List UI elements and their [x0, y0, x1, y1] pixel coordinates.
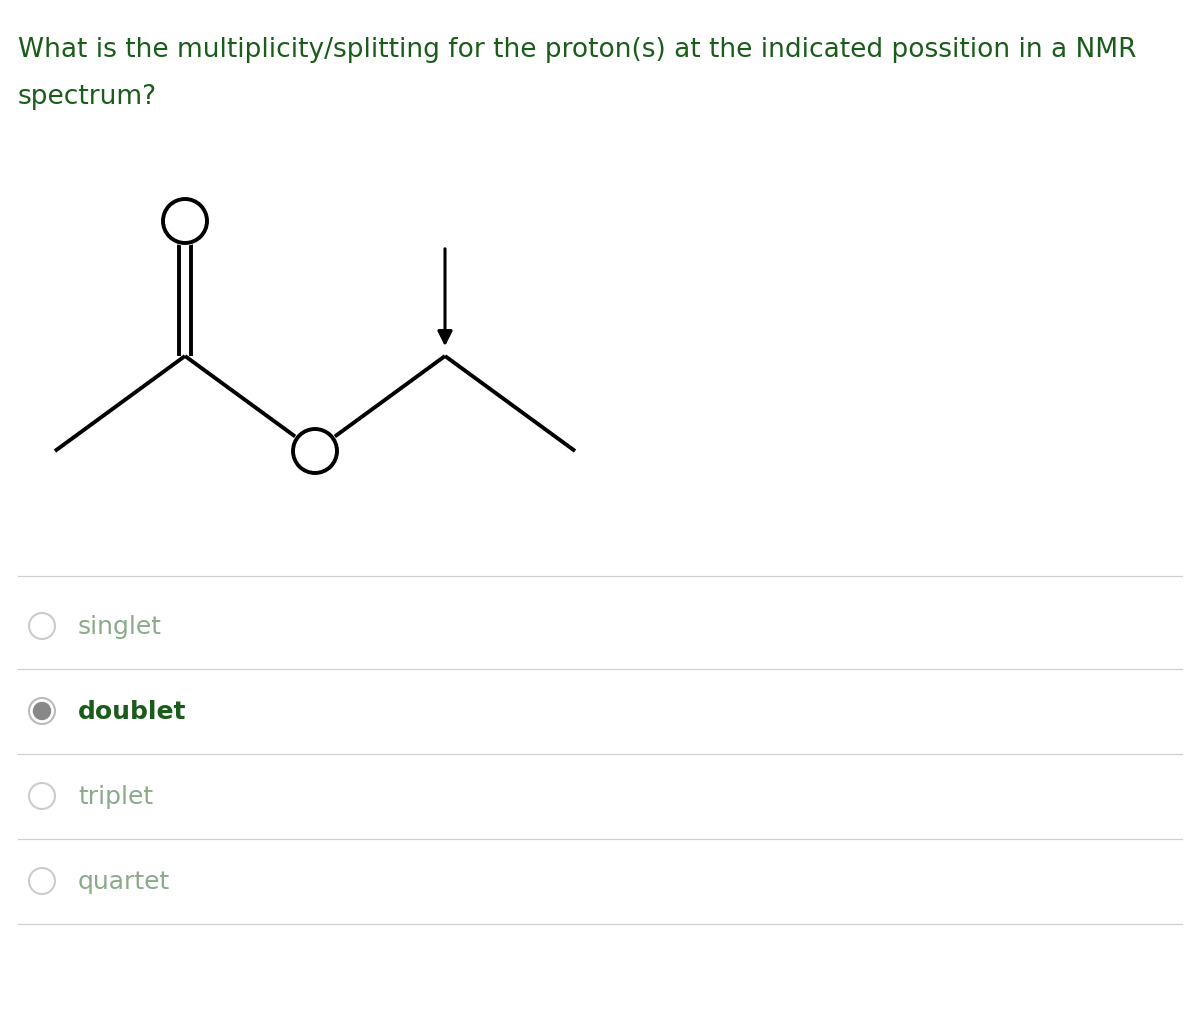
Text: doublet: doublet [78, 700, 186, 723]
Text: What is the multiplicity/splitting for the proton(s) at the indicated possition : What is the multiplicity/splitting for t… [18, 37, 1136, 63]
Text: quartet: quartet [78, 869, 170, 893]
Text: spectrum?: spectrum? [18, 84, 157, 110]
Circle shape [34, 703, 50, 720]
Circle shape [292, 428, 340, 475]
Text: triplet: triplet [78, 785, 154, 808]
Circle shape [161, 198, 209, 246]
Text: singlet: singlet [78, 615, 162, 638]
